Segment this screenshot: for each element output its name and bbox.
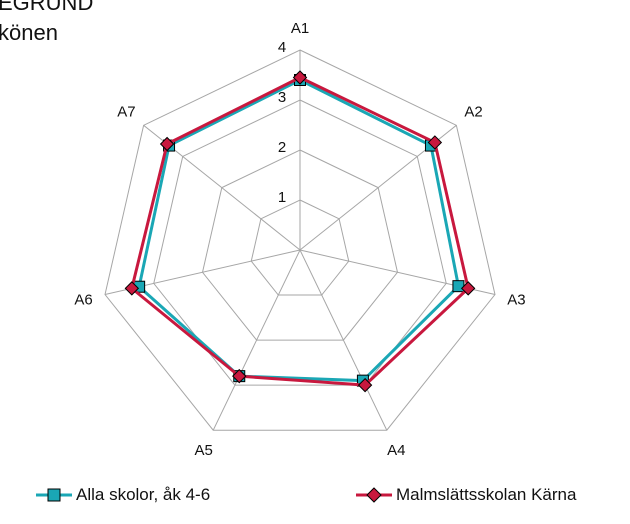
tick-label-3: 3 — [278, 89, 286, 106]
category-label-a2: A2 — [464, 104, 482, 121]
heading-line-2: könen — [0, 20, 58, 45]
radar-chart: 1 2 3 4 A1 A2 A3 A4 A5 A6 A7 — [74, 20, 525, 459]
legend-item-series-1: Alla skolor, åk 4-6 — [36, 480, 210, 510]
series-2-point-a1 — [292, 70, 308, 85]
tick-label-4: 4 — [278, 39, 286, 56]
heading-line-1: EGRUND — [0, 0, 94, 15]
series-2-point-a5 — [232, 368, 247, 384]
series-2-line — [130, 76, 470, 387]
series-2-point-a6 — [124, 281, 140, 296]
grid-ring-1 — [250, 199, 350, 296]
series-2-point-a4 — [357, 377, 373, 393]
legend-marker-diamond-icon — [356, 487, 392, 503]
grid-spoke-5 — [212, 249, 301, 431]
grid-ring-3 — [153, 99, 447, 386]
category-label-a5: A5 — [194, 442, 212, 459]
series-2-point-a7 — [159, 136, 175, 152]
legend-label-series-2: Malmslättsskolan Kärna — [396, 485, 577, 504]
category-label-a6: A6 — [74, 291, 92, 308]
category-label-a3: A3 — [507, 291, 525, 308]
grid-ring-2 — [201, 149, 399, 341]
series-2-point-a3 — [460, 281, 476, 296]
tick-label-2: 2 — [278, 139, 286, 156]
grid-ring-4 — [104, 49, 496, 431]
tick-label-1: 1 — [278, 189, 286, 206]
legend-marker-square-icon — [36, 488, 72, 502]
legend-item-series-2: Malmslättsskolan Kärna — [356, 480, 576, 510]
category-label-a7: A7 — [117, 104, 135, 121]
category-label-a4: A4 — [387, 442, 405, 459]
grid-spoke-4 — [299, 249, 388, 431]
category-label-a1: A1 — [291, 20, 309, 37]
legend-label-series-1: Alla skolor, åk 4-6 — [76, 485, 211, 504]
series-1-line — [137, 78, 460, 383]
series-2-point-a2 — [427, 135, 443, 150]
series-1-point-a3 — [452, 280, 465, 293]
